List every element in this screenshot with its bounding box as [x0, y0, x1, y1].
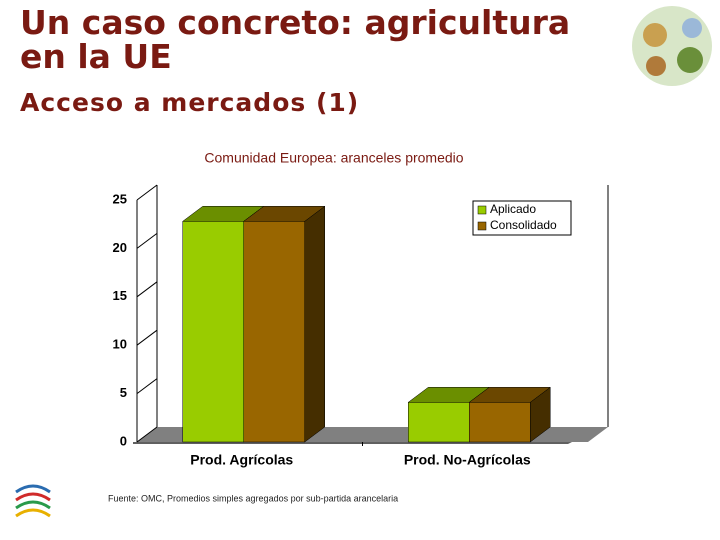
logo-part: [646, 56, 666, 76]
y-tick-label: 25: [113, 191, 127, 206]
y-tick-label: 0: [120, 433, 127, 448]
bar: [408, 402, 470, 443]
legend-box: [472, 200, 572, 236]
grid-line: [136, 232, 158, 249]
legend-swatch: [477, 221, 487, 231]
y-tick-label: 15: [113, 288, 127, 303]
y-tick-label: 10: [113, 337, 127, 352]
y-tick-label: 20: [113, 240, 127, 255]
wto-logo: [15, 484, 51, 518]
x-tick-label: Prod. No-Agrícolas: [404, 452, 531, 468]
bar: [243, 221, 305, 443]
slide-title: Un caso concreto: agricultura en la UE: [20, 6, 570, 74]
logo-arc: [15, 500, 51, 510]
title-line: en la UE: [20, 37, 172, 76]
source-note: Fuente: OMC, Promedios simples agregados…: [108, 493, 398, 503]
logo-arc: [15, 484, 51, 494]
y-tick-label: 5: [120, 385, 127, 400]
bar: [182, 221, 244, 443]
legend-label: Aplicado: [490, 202, 536, 216]
bar: [469, 402, 531, 443]
logo-part: [677, 47, 703, 73]
bar-side: [304, 205, 325, 443]
chart-title: Comunidad Europea: aranceles promedio: [204, 150, 463, 166]
logo-arc: [15, 492, 51, 502]
x-tick-label: Prod. Agrícolas: [190, 452, 293, 468]
logo-part: [682, 18, 702, 38]
decor-logo: [632, 6, 712, 86]
logo-arc: [15, 508, 51, 518]
legend-swatch: [477, 205, 487, 215]
legend-label: Consolidado: [490, 218, 557, 232]
floor-front: [133, 442, 572, 444]
logo-circle: [632, 6, 712, 86]
grid-line: [136, 329, 158, 346]
logo-part: [643, 23, 667, 47]
grid-line: [136, 184, 158, 201]
grid-line: [136, 281, 158, 298]
grid-line: [136, 426, 158, 443]
grid-line: [136, 378, 158, 395]
title-line: Un caso concreto: agricultura: [20, 3, 571, 42]
slide-subtitle: Acceso a mercados (1): [20, 88, 360, 117]
